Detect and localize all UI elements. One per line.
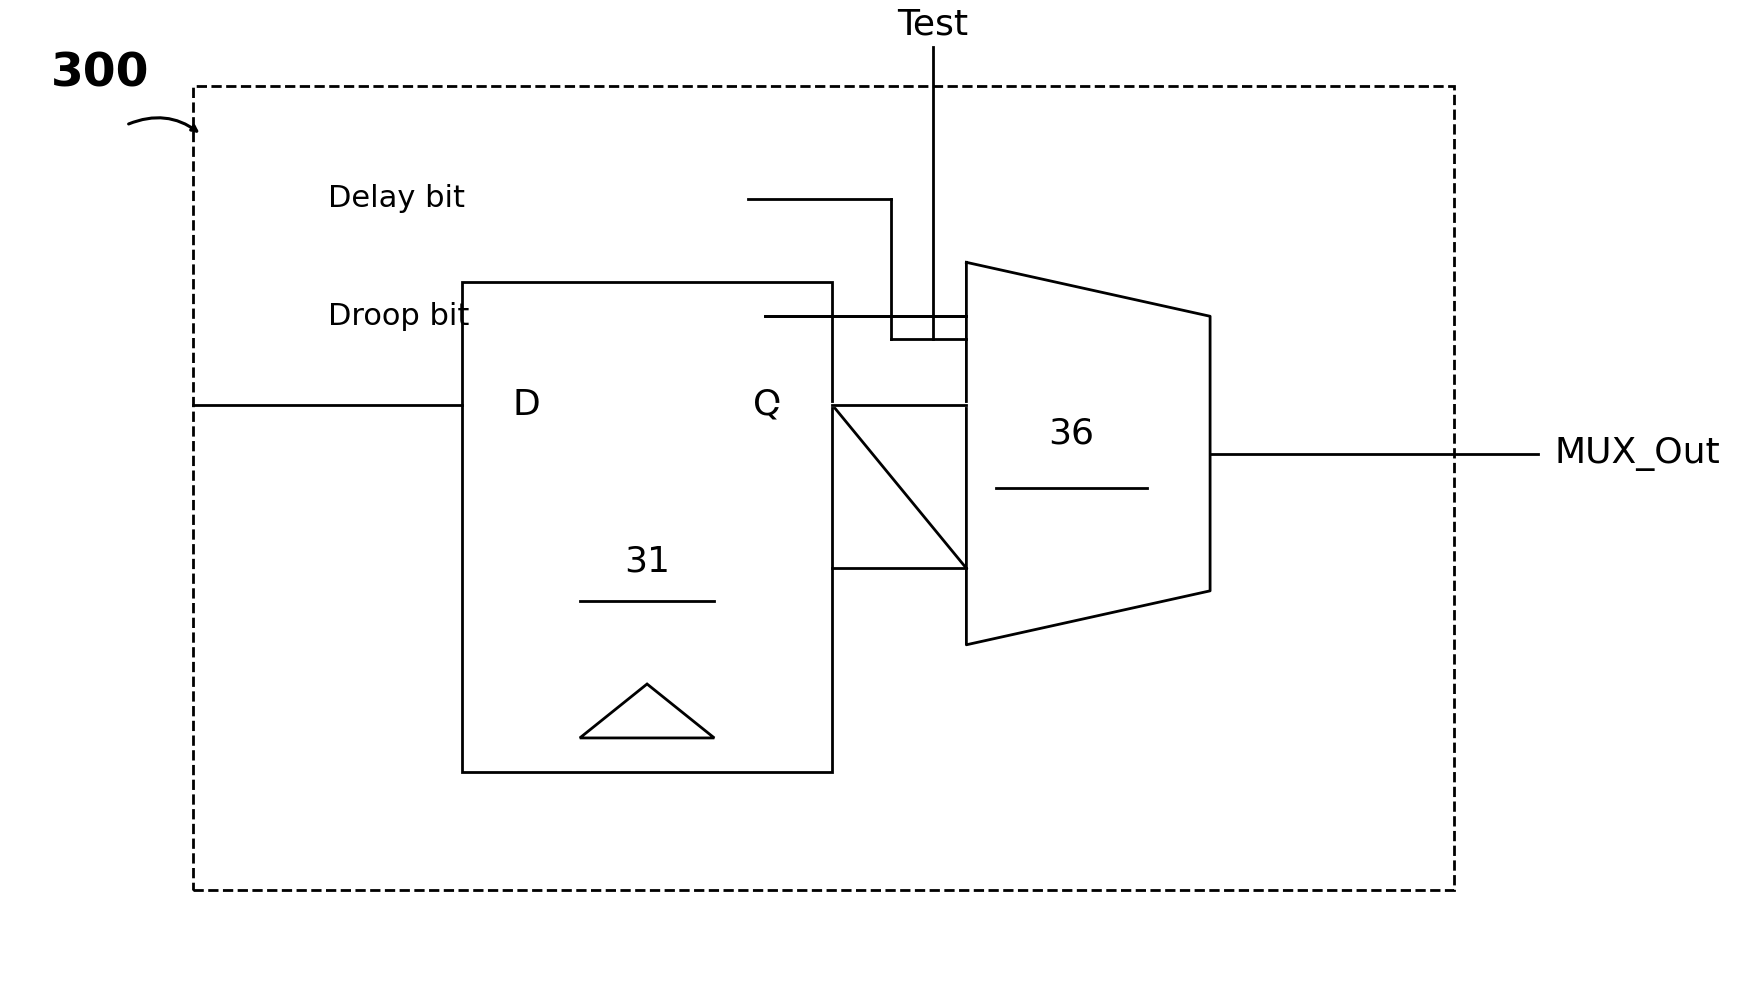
Text: D: D bbox=[513, 387, 541, 422]
Text: 31: 31 bbox=[625, 544, 670, 578]
Text: Q: Q bbox=[754, 387, 782, 422]
Text: 300: 300 bbox=[51, 51, 148, 97]
Polygon shape bbox=[967, 263, 1209, 645]
Text: Test: Test bbox=[897, 8, 968, 41]
Text: Droop bit: Droop bit bbox=[328, 301, 469, 331]
Text: MUX_Out: MUX_Out bbox=[1555, 437, 1721, 470]
Bar bbox=[194, 86, 1454, 890]
Bar bbox=[462, 282, 832, 773]
Text: Delay bit: Delay bit bbox=[328, 184, 464, 213]
Text: 36: 36 bbox=[1049, 417, 1094, 451]
